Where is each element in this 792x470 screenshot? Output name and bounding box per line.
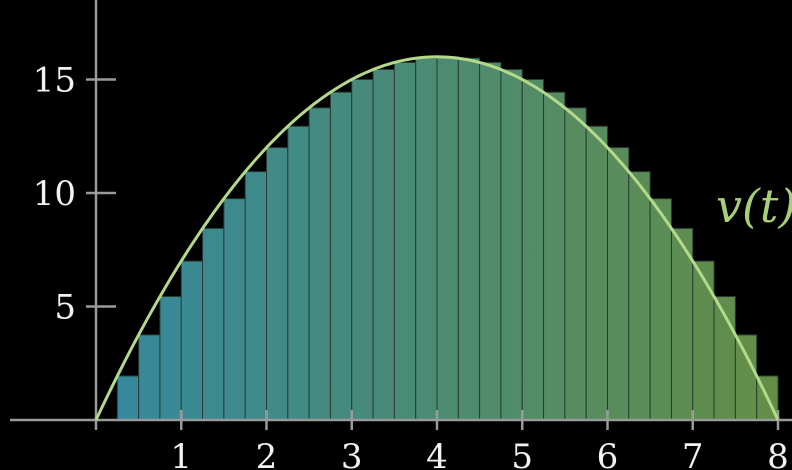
riemann-rectangle	[543, 91, 566, 421]
x-tick-label: 1	[170, 437, 192, 470]
riemann-rectangle	[393, 61, 417, 421]
x-tick-label: 3	[341, 437, 363, 470]
y-tick-label: 10	[33, 174, 76, 214]
riemann-rectangle	[180, 260, 204, 421]
riemann-rectangle	[351, 79, 374, 421]
riemann-rectangle	[138, 334, 161, 421]
riemann-rectangle	[202, 227, 225, 421]
riemann-rectangle	[734, 334, 758, 421]
riemann-rectangle	[223, 198, 246, 421]
curve-label: v(t)	[716, 179, 792, 233]
x-tick-label: 7	[682, 437, 704, 470]
riemann-rectangle	[457, 57, 481, 421]
riemann-rectangle	[649, 198, 672, 421]
rectangles	[116, 56, 779, 421]
y-tick-label: 15	[33, 61, 76, 101]
riemann-rectangle	[287, 125, 310, 421]
x-tick-label: 5	[511, 437, 533, 470]
riemann-rectangle	[329, 91, 353, 421]
velocity-curve	[94, 55, 780, 421]
riemann-rectangle	[244, 171, 268, 421]
riemann-rectangle	[521, 79, 545, 421]
y-tick-label: 5	[54, 288, 76, 328]
x-tick-label: 6	[597, 437, 619, 470]
riemann-rectangle	[415, 57, 438, 421]
riemann-rectangle	[159, 296, 182, 421]
riemann-rectangle	[372, 69, 395, 421]
riemann-rectangle	[607, 147, 630, 421]
ticks: 1 2 3 4 5 6 7 8 5 10 15	[33, 61, 789, 470]
riemann-rectangle	[266, 147, 289, 421]
riemann-rectangle	[308, 107, 331, 421]
axes	[10, 0, 792, 430]
riemann-rectangle	[628, 171, 651, 421]
x-tick-label: 4	[426, 437, 448, 470]
riemann-rectangle	[564, 107, 587, 421]
riemann-rectangle	[479, 61, 502, 421]
riemann-rectangle	[585, 125, 609, 421]
riemann-rectangle	[500, 69, 523, 421]
x-tick-label: 8	[767, 437, 789, 470]
riemann-rectangle	[116, 375, 140, 421]
x-tick-label: 2	[256, 437, 278, 470]
riemann-rectangle	[692, 260, 715, 421]
riemann-rectangle	[436, 56, 459, 421]
